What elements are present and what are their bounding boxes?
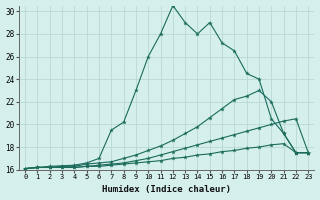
X-axis label: Humidex (Indice chaleur): Humidex (Indice chaleur) — [102, 185, 231, 194]
